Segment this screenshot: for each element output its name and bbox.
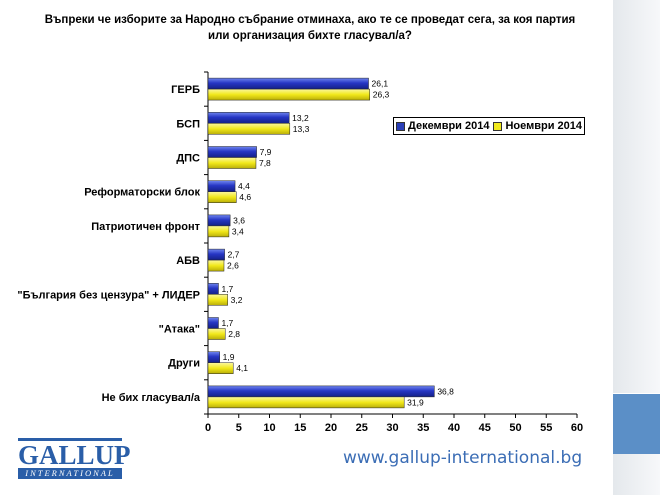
- data-label: 3,4: [232, 226, 244, 236]
- data-label: 1,9: [223, 352, 235, 362]
- data-label: 26,3: [373, 90, 390, 100]
- data-label: 31,9: [407, 397, 424, 407]
- data-label: 4,1: [236, 363, 248, 373]
- data-label: 7,8: [259, 158, 271, 168]
- legend-swatch-november: [493, 121, 503, 131]
- category-label: Не бих гласувал/а: [102, 392, 201, 404]
- x-tick-label: 50: [509, 422, 521, 434]
- data-label: 1,7: [221, 284, 233, 294]
- bar-november: [207, 225, 230, 238]
- bar-november: [207, 157, 257, 169]
- category-label: ДПС: [176, 153, 200, 165]
- bar-december: [207, 214, 231, 227]
- legend: Декември 2014 Ноември 2014: [393, 117, 585, 135]
- x-tick-label: 40: [448, 422, 460, 434]
- bar-december: [207, 77, 369, 90]
- legend-item-december: Декември 2014: [395, 120, 490, 132]
- legend-label-november: Ноември 2014: [505, 120, 582, 132]
- x-tick-label: 25: [356, 422, 368, 434]
- x-tick-label: 60: [571, 422, 583, 434]
- category-label: Патриотичен фронт: [91, 221, 200, 233]
- x-tick-label: 0: [205, 422, 211, 434]
- bar-december: [207, 317, 219, 329]
- x-tick-label: 45: [479, 422, 491, 434]
- bar-november: [207, 396, 405, 409]
- side-bar-decoration-bottom: [613, 454, 660, 495]
- bar-december: [207, 248, 225, 261]
- legend-swatch-december: [395, 121, 405, 131]
- category-label: ГЕРБ: [171, 84, 200, 96]
- bar-december: [207, 351, 220, 363]
- x-tick-label: 30: [386, 422, 398, 434]
- bar-november: [207, 294, 228, 306]
- category-label: "България без цензура" + ЛИДЕР: [17, 289, 200, 301]
- bar-november: [207, 123, 291, 135]
- data-label: 2,6: [227, 261, 239, 271]
- side-bar-accent: [613, 394, 660, 454]
- legend-item-november: Ноември 2014: [493, 120, 582, 132]
- x-tick-label: 35: [417, 422, 429, 434]
- bar-november: [207, 328, 226, 340]
- side-bar-decoration: [613, 0, 660, 393]
- bar-november: [207, 362, 234, 374]
- category-label: Други: [168, 358, 200, 370]
- x-tick-label: 10: [263, 422, 275, 434]
- category-label: БСП: [176, 118, 200, 130]
- gallup-logo: GALLUP INTERNATIONAL: [18, 438, 131, 479]
- legend-label-december: Декември 2014: [407, 120, 490, 132]
- data-label: 2,7: [228, 250, 240, 260]
- bar-december: [207, 112, 290, 124]
- bar-december: [207, 146, 257, 158]
- data-label: 2,8: [228, 329, 240, 339]
- data-label: 26,1: [372, 79, 389, 89]
- bar-december: [207, 283, 219, 295]
- chart-title: Въпреки че изборите за Народно събрание …: [20, 12, 600, 44]
- logo-wordmark: GALLUP: [18, 438, 131, 470]
- bar-december: [207, 180, 236, 192]
- x-tick-label: 55: [540, 422, 552, 434]
- bar-december: [207, 385, 435, 398]
- category-label: АБВ: [176, 255, 200, 267]
- bar-november: [207, 88, 370, 101]
- data-label: 36,8: [437, 386, 454, 396]
- category-label: "Атака": [159, 324, 200, 336]
- plot-area: ГЕРБ 26,126,3 БСП 13,213,3 ДПС 7,97,8 Реформат…: [17, 71, 583, 434]
- data-label: 13,2: [292, 113, 309, 123]
- logo-subtitle: INTERNATIONAL: [18, 468, 122, 479]
- data-label: 1,7: [221, 318, 233, 328]
- chart-title-line-2: или организация бихте гласувал/а?: [208, 30, 412, 42]
- data-label: 4,4: [238, 181, 250, 191]
- data-label: 13,3: [293, 124, 310, 134]
- data-label: 7,9: [260, 147, 272, 157]
- x-tick-label: 15: [294, 422, 306, 434]
- bar-november: [207, 191, 237, 203]
- website-url: www.gallup-international.bg: [343, 448, 583, 468]
- data-label: 3,2: [231, 295, 243, 305]
- data-label: 3,6: [233, 215, 245, 225]
- bar-november: [207, 259, 225, 272]
- x-tick-label: 5: [236, 422, 242, 434]
- chart-title-line-1: Въпреки че изборите за Народно събрание …: [44, 14, 576, 26]
- data-label: 4,6: [239, 192, 251, 202]
- category-label: Реформаторски блок: [84, 187, 200, 199]
- x-tick-label: 20: [325, 422, 337, 434]
